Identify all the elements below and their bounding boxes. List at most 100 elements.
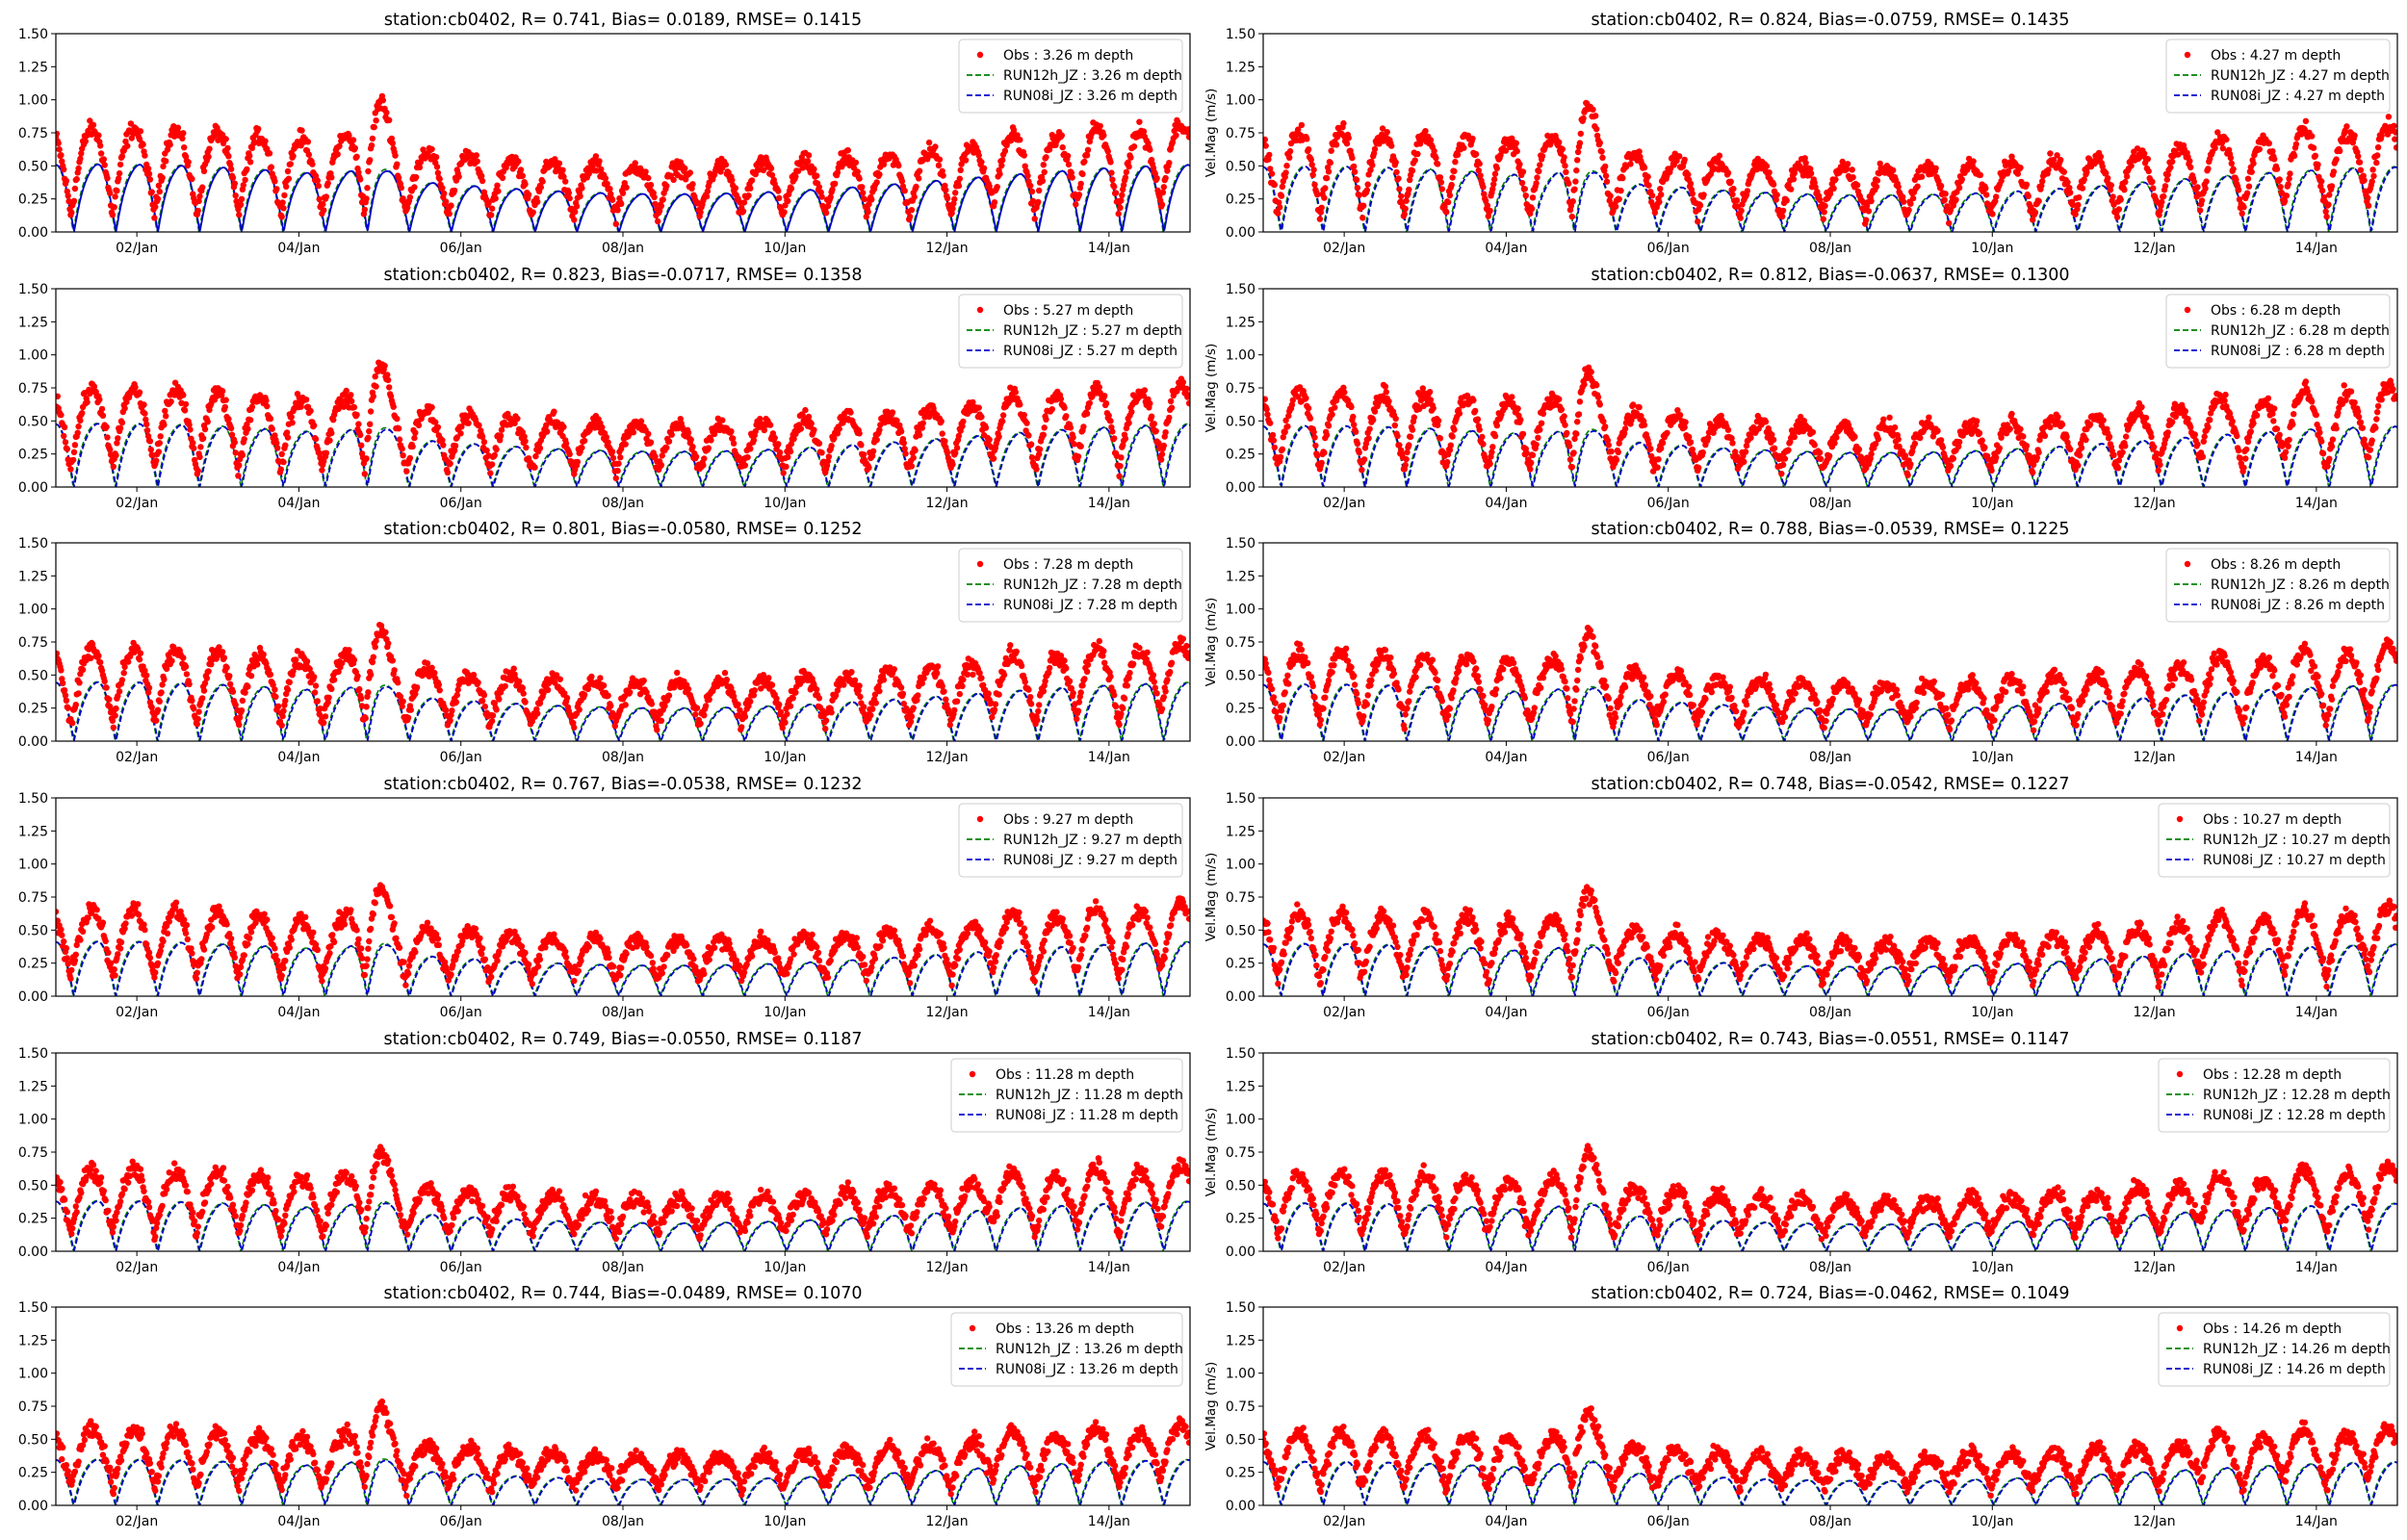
obs-point [935, 162, 943, 169]
y-tick-label: 0.75 [18, 381, 48, 397]
obs-point [609, 454, 617, 462]
obs-point [1118, 454, 1125, 461]
obs-point [901, 446, 908, 452]
obs-point [1014, 132, 1021, 139]
obs-point [1612, 203, 1619, 210]
obs-point [748, 177, 756, 184]
obs-point [69, 456, 77, 464]
obs-point [2374, 143, 2382, 151]
obs-point [1771, 445, 1778, 451]
obs-point [1063, 413, 1070, 420]
obs-point [2161, 183, 2169, 190]
obs-point [156, 440, 163, 447]
obs-point [137, 128, 144, 135]
obs-point [1008, 137, 1015, 144]
obs-point [343, 387, 349, 395]
obs-point [663, 444, 670, 451]
obs-point [1909, 194, 1917, 202]
obs-point [101, 162, 108, 168]
obs-point [316, 195, 323, 203]
obs-point [730, 440, 738, 447]
obs-point [1407, 176, 1413, 184]
obs-point [494, 182, 501, 189]
obs-point [1533, 441, 1540, 449]
obs-point [566, 194, 573, 202]
obs-point [2187, 158, 2193, 165]
obs-point [1534, 174, 1540, 181]
obs-point [521, 433, 528, 440]
obs-point [1685, 171, 1692, 178]
obs-point [278, 450, 285, 457]
obs-point [615, 460, 622, 467]
obs-point [1314, 452, 1321, 459]
obs-point [455, 173, 462, 180]
obs-point [118, 419, 126, 426]
y-tick-label: 0.25 [1226, 448, 1255, 463]
obs-point [1832, 176, 1839, 183]
obs-point [244, 166, 250, 173]
obs-point [1619, 174, 1626, 182]
obs-point [404, 204, 411, 211]
obs-point [319, 467, 325, 474]
obs-point [1356, 192, 1362, 198]
obs-point [1946, 219, 1953, 227]
obs-point [476, 422, 482, 429]
obs-point [2164, 171, 2171, 178]
obs-point [1140, 128, 1148, 135]
obs-point [1029, 197, 1037, 204]
obs-point [573, 203, 581, 210]
obs-point [2325, 201, 2332, 208]
obs-point [221, 403, 228, 411]
obs-point [1581, 381, 1588, 388]
obs-point [328, 429, 335, 437]
obs-point [1657, 186, 1664, 192]
y-tick-label: 1.00 [18, 93, 48, 109]
obs-point [1514, 405, 1521, 412]
obs-point [825, 453, 833, 460]
obs-point [267, 415, 274, 423]
obs-point [2310, 144, 2317, 151]
obs-point [237, 201, 245, 208]
obs-point [141, 401, 147, 408]
obs-point [829, 186, 836, 193]
obs-point [750, 437, 758, 444]
obs-point [97, 142, 104, 149]
obs-point [1461, 144, 1467, 151]
obs-point [1451, 426, 1458, 433]
legend-label: Obs : 5.27 m depth [1003, 303, 1133, 319]
obs-point [349, 398, 355, 404]
obs-point [732, 185, 739, 192]
obs-point [522, 438, 529, 445]
obs-point [488, 212, 495, 218]
obs-point [1977, 171, 1984, 179]
obs-point [379, 97, 386, 104]
obs-point [349, 137, 357, 143]
obs-point [1392, 415, 1399, 423]
obs-point [1402, 462, 1409, 469]
obs-point [2312, 152, 2318, 159]
obs-point [1575, 411, 1583, 418]
obs-point [91, 383, 98, 390]
obs-point [906, 213, 914, 220]
obs-point [1817, 455, 1825, 462]
obs-point [692, 453, 700, 460]
obs-point [1568, 213, 1576, 220]
obs-point [458, 424, 465, 430]
obs-point [1411, 157, 1418, 164]
obs-point [1527, 466, 1534, 473]
obs-point [955, 182, 963, 190]
obs-point [196, 453, 203, 460]
obs-point [579, 185, 585, 192]
obs-point [1704, 434, 1712, 441]
obs-point [1438, 186, 1446, 192]
obs-point [1158, 450, 1166, 458]
obs-point [1183, 385, 1190, 392]
obs-series [1263, 364, 2397, 478]
obs-point [2393, 129, 2397, 136]
obs-point [1422, 128, 1429, 135]
obs-point [180, 130, 187, 137]
obs-point [2039, 178, 2046, 185]
obs-point [1271, 444, 1279, 451]
obs-point [1475, 167, 1483, 174]
obs-point [1648, 192, 1656, 199]
